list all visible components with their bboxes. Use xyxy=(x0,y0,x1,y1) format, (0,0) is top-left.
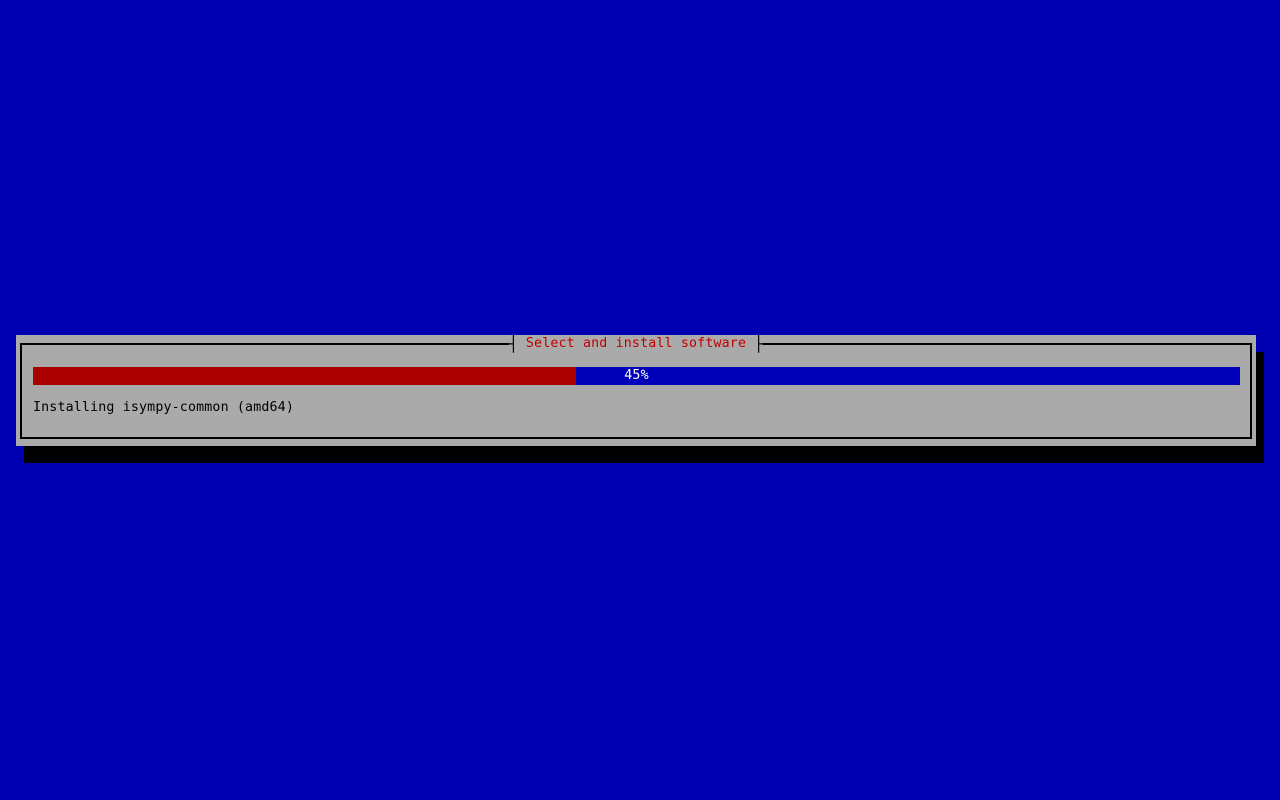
status-text: Installing isympy-common (amd64) xyxy=(33,400,294,415)
dialog-border xyxy=(20,343,1252,439)
progress-percent-label: 45% xyxy=(624,368,649,383)
progress-fill xyxy=(33,367,577,385)
title-tick-left-icon: ┤ xyxy=(508,335,518,353)
progress-bar: 45% xyxy=(33,367,1240,385)
dialog-title: Select and install software xyxy=(525,336,747,351)
title-tick-right-icon: ├ xyxy=(754,335,764,353)
dialog-title-row: ┤ Select and install software ├ xyxy=(508,335,764,353)
install-progress-dialog: ┤ Select and install software ├ 45% Inst… xyxy=(16,335,1256,446)
